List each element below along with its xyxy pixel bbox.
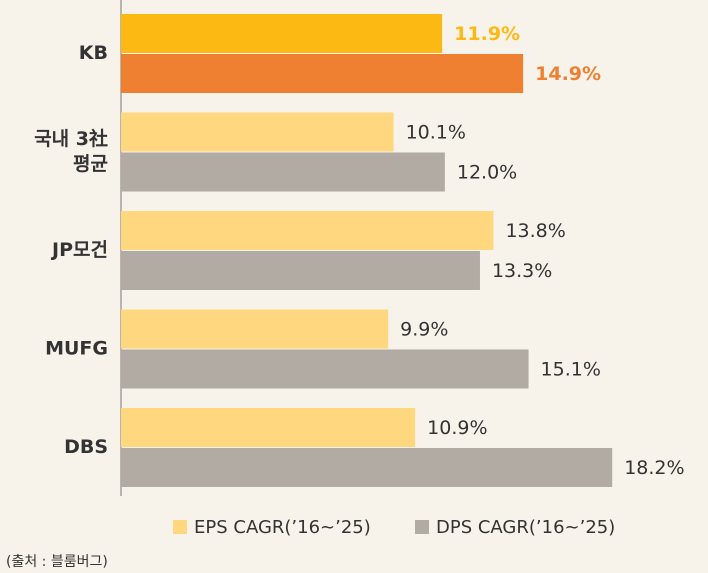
- legend-label: EPS CAGR(’16~’25): [194, 517, 371, 538]
- category-label: KB: [79, 42, 108, 64]
- value-label: 13.3%: [492, 260, 552, 282]
- legend-swatch: [173, 520, 187, 534]
- value-label: 10.1%: [406, 122, 466, 144]
- value-label: 13.8%: [505, 220, 565, 242]
- legend-label: DPS CAGR(’16~’25): [436, 517, 615, 538]
- bar: [121, 152, 445, 192]
- value-label: 11.9%: [454, 23, 520, 45]
- bar: [121, 211, 494, 250]
- value-label: 9.9%: [400, 319, 448, 341]
- bar: [121, 408, 416, 447]
- bar: [121, 309, 389, 349]
- value-label: 18.2%: [624, 457, 684, 479]
- legend-swatch: [415, 520, 429, 534]
- bar: [121, 112, 394, 152]
- bar: [121, 349, 529, 389]
- bar: [121, 14, 443, 53]
- value-label: 14.9%: [535, 63, 601, 85]
- source: (출처 : 블룸버그): [6, 554, 108, 570]
- value-label: 10.9%: [427, 417, 487, 439]
- bar: [121, 54, 524, 93]
- category-label: JP모건: [50, 239, 108, 261]
- value-label: 12.0%: [457, 162, 517, 184]
- bar: [121, 448, 613, 487]
- value-label: 15.1%: [541, 359, 601, 381]
- category-label: 국내 3社 평균: [34, 127, 108, 175]
- category-label: MUFG: [45, 337, 108, 359]
- bar: [121, 251, 480, 290]
- category-label: DBS: [64, 436, 108, 458]
